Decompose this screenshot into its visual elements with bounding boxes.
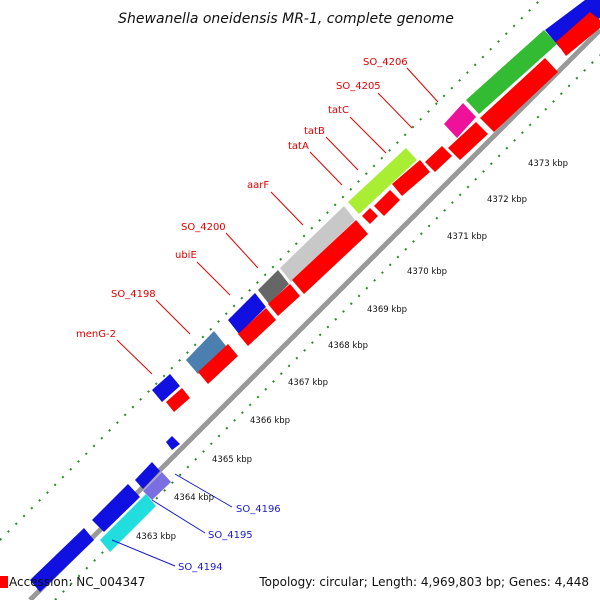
gene-red-10[interactable] — [238, 308, 276, 346]
leader-so-4200 — [225, 232, 259, 269]
label-so-4194: SO_4194 — [178, 562, 223, 573]
label-so-4206: SO_4206 — [363, 57, 408, 68]
label-tatb: tatB — [304, 126, 325, 137]
label-leaders-top — [116, 67, 439, 375]
gene-ubie[interactable] — [228, 293, 266, 334]
tick-label: 4373 kbp — [528, 159, 568, 169]
gene-blue-lower-1[interactable] — [135, 462, 160, 489]
label-so-4198: SO_4198 — [111, 289, 156, 300]
gene-blue-topright[interactable] — [545, 0, 600, 48]
leader-tatb — [325, 136, 359, 171]
gene-red-9[interactable] — [268, 284, 300, 316]
gene-so-4195[interactable] — [100, 494, 156, 552]
gene-red-3[interactable] — [448, 122, 488, 160]
gene-blue-bottomleft[interactable] — [30, 528, 94, 592]
tick-label: 4363 kbp — [136, 532, 176, 542]
gene-red-4[interactable] — [425, 146, 452, 172]
gene-red-5[interactable] — [392, 160, 430, 196]
label-leaders-bottom — [111, 473, 233, 567]
tick-label: 4365 kbp — [212, 455, 252, 465]
gene-red-6[interactable] — [374, 190, 400, 216]
topology-text: Topology: circular; Length: 4,969,803 bp… — [258, 575, 589, 589]
leader-so-4198 — [155, 299, 191, 335]
upper-tick-rail — [0, 0, 542, 541]
upper-track — [30, 0, 600, 592]
leader-so-4195 — [151, 499, 206, 534]
lower-track — [0, 12, 600, 588]
gene-so-4205[interactable] — [444, 103, 476, 138]
label-so-4200: SO_4200 — [181, 222, 226, 233]
gene-red-8[interactable] — [292, 220, 368, 294]
gene-red-2[interactable] — [480, 58, 558, 132]
tick-label: 4371 kbp — [447, 232, 487, 242]
leader-ubie — [196, 261, 231, 296]
tick-label: 4368 kbp — [328, 341, 368, 351]
gene-red-11[interactable] — [198, 344, 238, 384]
leader-so-4194 — [111, 539, 176, 567]
gene-red-7[interactable] — [362, 208, 378, 224]
tick-label: 4372 kbp — [487, 195, 527, 205]
label-so-4195: SO_4195 — [208, 530, 253, 541]
gene-aarf[interactable] — [280, 206, 355, 282]
leader-meng-2 — [116, 339, 153, 375]
label-ubie: ubiE — [175, 250, 197, 261]
gene-so-4200[interactable] — [258, 270, 289, 304]
leader-tata — [309, 151, 343, 186]
gene-red-12[interactable] — [166, 388, 190, 412]
label-tata: tatA — [288, 141, 309, 152]
label-so-4205: SO_4205 — [336, 81, 381, 92]
gene-red-edge[interactable] — [0, 576, 8, 588]
label-so-4196: SO_4196 — [236, 504, 281, 515]
gene-blue-lower-2[interactable] — [92, 484, 140, 532]
label-meng-2: menG-2 — [76, 329, 116, 340]
tick-label: 4364 kbp — [174, 493, 214, 503]
gene-so-4196[interactable] — [143, 472, 171, 500]
leader-aarf — [270, 191, 304, 226]
lower-tick-rail — [54, 54, 600, 600]
map-title: Shewanella oneidensis MR-1, complete gen… — [118, 11, 454, 27]
gene-meng-2[interactable] — [152, 374, 180, 402]
label-aarf: aarF — [247, 180, 269, 191]
gene-lime[interactable] — [348, 148, 417, 214]
label-tatc: tatC — [328, 105, 349, 116]
leader-so-4196 — [174, 473, 233, 508]
gene-red-1[interactable] — [556, 12, 600, 56]
tick-label: 4370 kbp — [407, 267, 447, 277]
leader-tatc — [349, 116, 387, 154]
gene-small-blue[interactable] — [166, 436, 180, 450]
tick-label: 4366 kbp — [250, 416, 290, 426]
leader-so-4206 — [406, 67, 439, 103]
gene-so-4206[interactable] — [466, 30, 557, 114]
tick-label: 4367 kbp — [288, 378, 328, 388]
tick-label: 4369 kbp — [367, 305, 407, 315]
accession-text: Accession: NC_004347 — [9, 575, 145, 589]
gene-so-4198[interactable] — [186, 331, 226, 374]
leader-so-4205 — [377, 92, 413, 129]
